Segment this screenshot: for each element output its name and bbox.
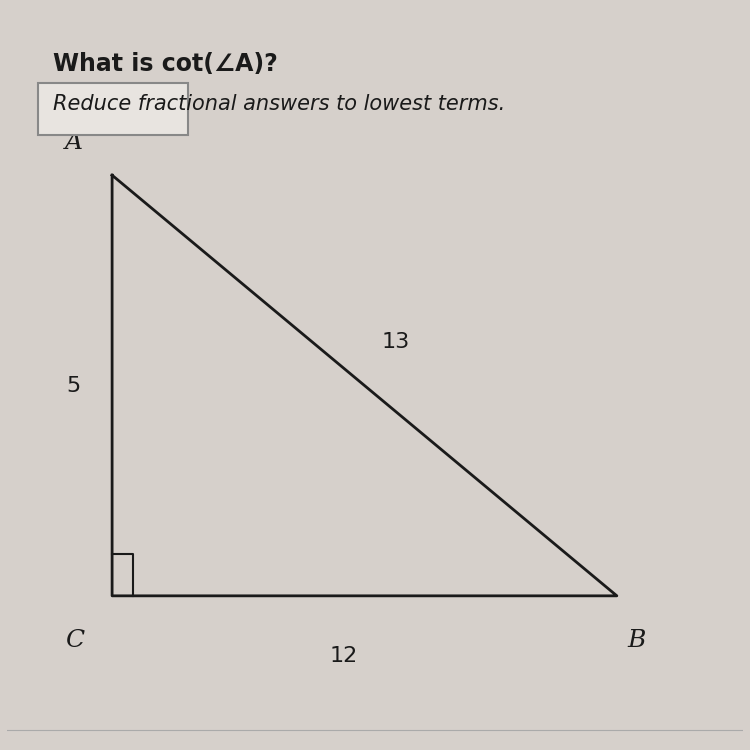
Text: What is cot(∠A)?: What is cot(∠A)? [53, 53, 278, 76]
Text: Reduce fractional answers to lowest terms.: Reduce fractional answers to lowest term… [53, 94, 505, 114]
Text: 13: 13 [382, 332, 410, 352]
Text: 5: 5 [66, 376, 80, 395]
Text: B: B [628, 629, 646, 652]
Text: 12: 12 [329, 646, 358, 666]
Text: A: A [65, 131, 83, 154]
Text: C: C [64, 629, 84, 652]
